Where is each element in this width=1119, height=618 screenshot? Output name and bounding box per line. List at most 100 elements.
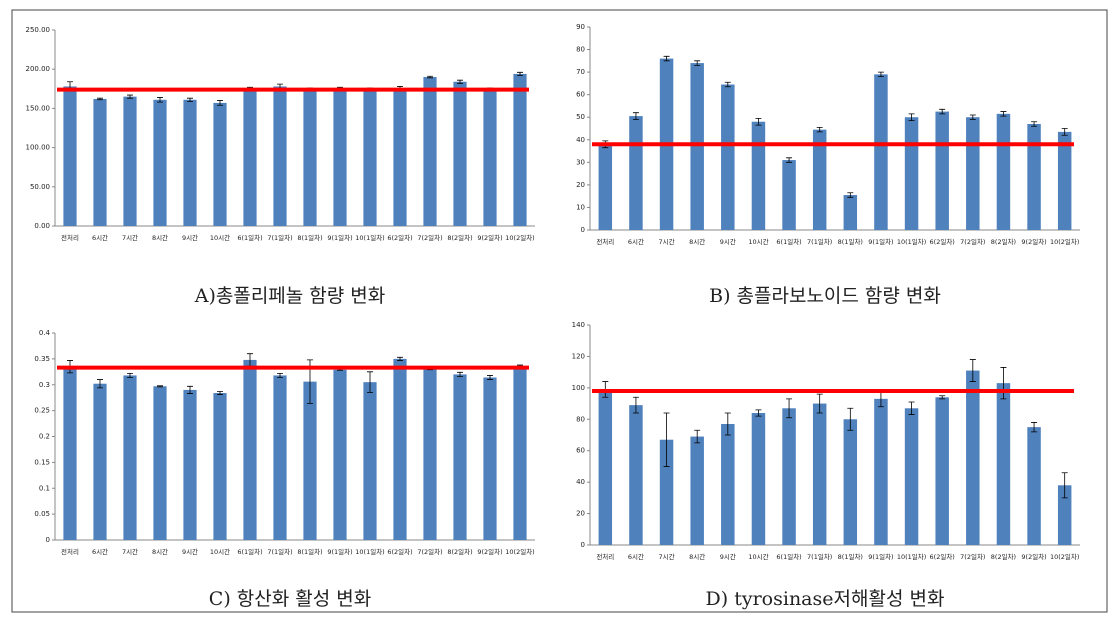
bar bbox=[63, 86, 77, 226]
x-tick-label: 8(1일차) bbox=[297, 547, 322, 556]
bar bbox=[782, 408, 796, 545]
x-tick-label: 10시간 bbox=[748, 552, 768, 561]
x-tick-label: 8(1일차) bbox=[838, 237, 863, 246]
bar bbox=[123, 375, 137, 540]
bar bbox=[453, 81, 467, 226]
y-tick-label: 0.00 bbox=[34, 222, 50, 230]
error-bar bbox=[157, 97, 163, 103]
bar bbox=[513, 366, 527, 540]
x-tick-label: 7(1일차) bbox=[267, 233, 292, 242]
x-tick-label: 8(2일차) bbox=[991, 237, 1016, 246]
x-tick-label: 7(2일차) bbox=[960, 237, 985, 246]
x-tick-label: 6시간 bbox=[628, 237, 644, 246]
error-bar bbox=[457, 371, 463, 377]
x-tick-label: 6시간 bbox=[92, 233, 108, 242]
x-tick-label: 6(1일차) bbox=[776, 237, 801, 246]
bar bbox=[63, 366, 77, 540]
x-tick-label: 8시간 bbox=[152, 233, 168, 242]
bar bbox=[213, 102, 227, 226]
bar bbox=[423, 77, 437, 226]
x-tick-label: 8(2일차) bbox=[447, 233, 472, 242]
x-tick-label: 10(2일차) bbox=[505, 233, 534, 242]
y-tick-label: 60 bbox=[576, 447, 585, 455]
x-tick-label: 9(2일차) bbox=[477, 547, 502, 556]
x-tick-label: 10(2일차) bbox=[1050, 552, 1079, 561]
bar bbox=[935, 397, 949, 545]
x-tick-label: 7시간 bbox=[659, 552, 675, 561]
bar bbox=[874, 398, 888, 545]
bar bbox=[333, 88, 347, 226]
bar bbox=[423, 369, 437, 540]
chart-caption: D) tyrosinase저해활성 변화 bbox=[706, 588, 945, 610]
x-tick-label: 7(1일차) bbox=[267, 547, 292, 556]
x-tick-label: 10(1일차) bbox=[897, 552, 926, 561]
error-bar bbox=[969, 359, 976, 382]
bar bbox=[751, 413, 766, 545]
error-bar bbox=[786, 398, 793, 419]
y-tick-label: 40 bbox=[576, 478, 585, 486]
error-bar bbox=[157, 385, 163, 388]
error-bar bbox=[127, 372, 133, 378]
bar bbox=[812, 403, 827, 545]
error-bar bbox=[217, 391, 223, 395]
bar bbox=[782, 160, 796, 230]
bar bbox=[273, 375, 287, 540]
x-tick-label: 7(1일차) bbox=[807, 237, 832, 246]
x-tick-label: 8(2일차) bbox=[991, 552, 1016, 561]
bar bbox=[1027, 123, 1041, 230]
x-tick-label: 9시간 bbox=[720, 552, 736, 561]
bar bbox=[629, 116, 643, 230]
bar bbox=[843, 419, 858, 545]
bar bbox=[721, 84, 735, 231]
x-tick-label: 10시간 bbox=[748, 237, 768, 246]
error-bar bbox=[755, 117, 762, 126]
x-tick-label: 8(1일차) bbox=[297, 233, 322, 242]
error-bar bbox=[1000, 367, 1007, 400]
x-tick-label: 7(2일차) bbox=[960, 552, 985, 561]
y-tick-label: 0 bbox=[581, 541, 585, 549]
y-tick-label: 0 bbox=[46, 536, 50, 544]
x-tick-label: 6시간 bbox=[628, 552, 644, 561]
x-tick-label: 8(2일차) bbox=[447, 547, 472, 556]
y-tick-label: 0.2 bbox=[39, 433, 50, 441]
error-bar bbox=[97, 97, 103, 101]
bar bbox=[243, 88, 257, 226]
x-tick-label: 6(2일차) bbox=[930, 237, 955, 246]
error-bar bbox=[663, 55, 670, 62]
bar bbox=[812, 129, 827, 230]
error-bar bbox=[877, 71, 884, 78]
x-tick-label: 7시간 bbox=[659, 237, 675, 246]
error-bar bbox=[939, 108, 946, 115]
error-bar bbox=[694, 429, 701, 444]
y-tick-label: 70 bbox=[576, 68, 585, 76]
y-tick-label: 0.4 bbox=[39, 329, 51, 337]
x-tick-label: 8시간 bbox=[689, 237, 705, 246]
x-tick-label: 7(1일차) bbox=[807, 552, 832, 561]
bar bbox=[629, 405, 643, 545]
x-tick-label: 6(2일차) bbox=[387, 547, 412, 556]
y-tick-label: 20 bbox=[576, 181, 585, 189]
bar bbox=[123, 96, 137, 226]
bar bbox=[273, 86, 287, 226]
bar bbox=[303, 381, 317, 540]
bar bbox=[843, 195, 858, 230]
bar bbox=[393, 88, 407, 226]
bar bbox=[996, 113, 1011, 230]
error-bar bbox=[1000, 111, 1007, 117]
bar bbox=[598, 144, 613, 230]
y-tick-label: 100.00 bbox=[26, 144, 51, 152]
x-tick-label: 6(1일차) bbox=[237, 233, 262, 242]
bar bbox=[483, 88, 497, 226]
x-tick-label: 전처리 bbox=[61, 547, 79, 556]
x-tick-label: 9(1일차) bbox=[868, 237, 893, 246]
x-tick-label: 10시간 bbox=[210, 233, 230, 242]
x-tick-label: 6(2일차) bbox=[387, 233, 412, 242]
x-tick-label: 6(2일차) bbox=[930, 552, 955, 561]
error-bar bbox=[397, 356, 403, 361]
chart-caption: A)총폴리페놀 함량 변화 bbox=[194, 285, 386, 307]
error-bar bbox=[217, 100, 223, 106]
y-tick-label: 50 bbox=[576, 113, 585, 121]
x-tick-label: 10시간 bbox=[210, 547, 230, 556]
bar bbox=[183, 99, 197, 226]
